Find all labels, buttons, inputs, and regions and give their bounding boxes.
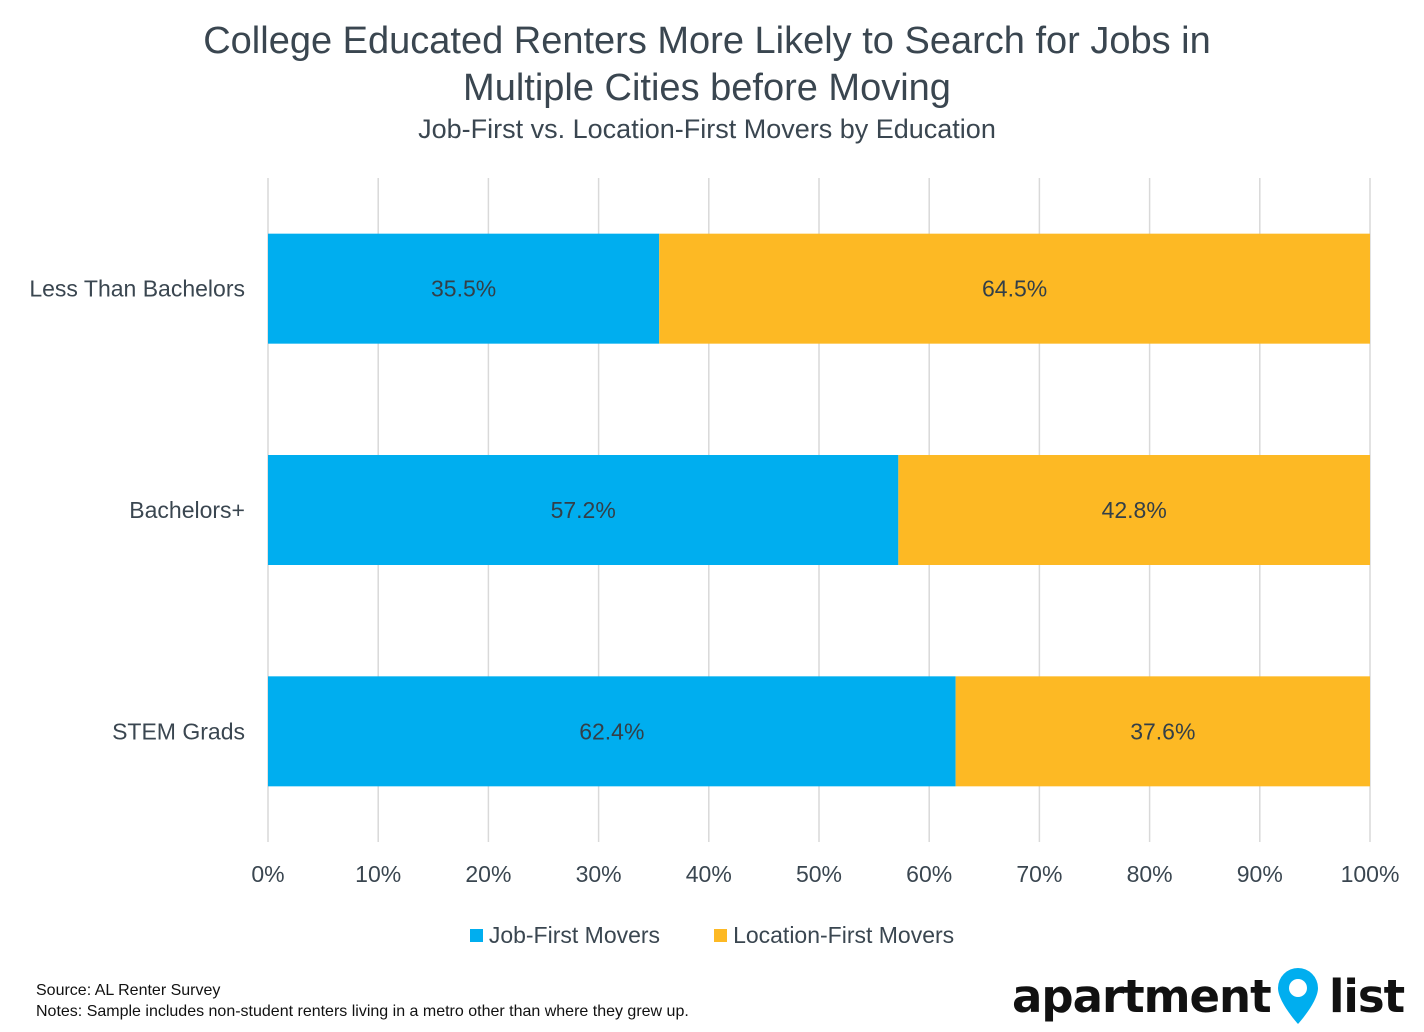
x-tick-label: 80% bbox=[1127, 861, 1173, 887]
bar-segment bbox=[268, 455, 899, 565]
legend-label-location-first: Location-First Movers bbox=[733, 922, 955, 948]
x-tick-label: 10% bbox=[355, 861, 401, 887]
data-label: 62.4% bbox=[579, 718, 644, 744]
x-tick-label: 90% bbox=[1237, 861, 1283, 887]
map-pin-icon bbox=[1278, 968, 1318, 1024]
x-tick-label: 30% bbox=[576, 861, 622, 887]
category-label: Less Than Bachelors bbox=[29, 276, 245, 302]
chart-subtitle: Job-First vs. Location-First Movers by E… bbox=[418, 114, 996, 144]
chart-footer: Source: AL Renter Survey Notes: Sample i… bbox=[36, 980, 689, 1022]
data-label: 37.6% bbox=[1130, 718, 1195, 744]
chart-legend: Job-First Movers Location-First Movers bbox=[0, 922, 1424, 949]
legend-label-job-first: Job-First Movers bbox=[488, 922, 661, 948]
legend-item-job-first: Job-First Movers bbox=[469, 922, 661, 949]
logo-text-list: list bbox=[1329, 970, 1405, 1023]
x-tick-label: 20% bbox=[465, 861, 511, 887]
data-label: 35.5% bbox=[431, 276, 496, 302]
category-label: STEM Grads bbox=[112, 718, 245, 744]
category-label: Bachelors+ bbox=[129, 497, 245, 523]
bar-segment bbox=[955, 676, 1370, 787]
bar-segment bbox=[268, 233, 660, 344]
bar-segment bbox=[659, 233, 1370, 344]
sample-note: Notes: Sample includes non-student rente… bbox=[36, 1003, 689, 1020]
legend-item-location-first: Location-First Movers bbox=[714, 922, 954, 949]
x-tick-label: 40% bbox=[686, 861, 732, 887]
data-label: 42.8% bbox=[1102, 497, 1167, 523]
logo-text-apartment: apartment bbox=[1012, 970, 1272, 1023]
legend-swatch-job-first bbox=[469, 929, 483, 942]
x-tick-label: 0% bbox=[251, 861, 284, 887]
bar-segment bbox=[898, 455, 1370, 565]
source-note: Source: AL Renter Survey bbox=[36, 982, 221, 999]
x-tick-label: 50% bbox=[796, 861, 842, 887]
apartment-list-logo: apartment list bbox=[1012, 966, 1407, 1028]
stacked-bar-chart: 0% 10% 20% 30% 40% 50% 60% 70% 80% 90% 100% 35.5% 64… bbox=[29, 178, 1400, 887]
chart-title-line-1: College Educated Renters More Likely to … bbox=[203, 20, 1211, 62]
chart-title-line-2: Multiple Cities before Moving bbox=[463, 67, 951, 109]
chart-title: College Educated Renters More Likely to … bbox=[0, 18, 1414, 112]
data-label: 57.2% bbox=[551, 497, 616, 523]
x-tick-label: 100% bbox=[1341, 861, 1400, 887]
data-label: 64.5% bbox=[982, 276, 1047, 302]
legend-swatch-location-first bbox=[714, 929, 728, 942]
x-tick-label: 70% bbox=[1016, 861, 1062, 887]
bar-segment bbox=[268, 676, 956, 787]
x-tick-label: 60% bbox=[906, 861, 952, 887]
